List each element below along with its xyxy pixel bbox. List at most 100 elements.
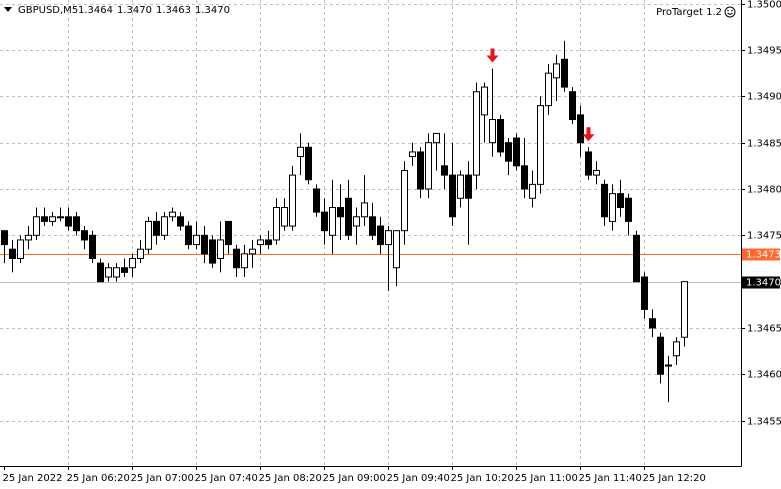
header-value: 1.3470 — [195, 5, 230, 16]
y-tick-label: 1.3495 — [747, 46, 781, 57]
candle-body — [233, 248, 240, 269]
candle-body — [657, 336, 664, 375]
candle-body — [65, 216, 72, 227]
candle-body — [601, 183, 608, 218]
candle-body — [513, 137, 520, 167]
candle-body — [97, 262, 104, 283]
y-tick-label: 1.3465 — [747, 324, 781, 335]
candle-body — [449, 174, 456, 218]
candle-body — [121, 267, 128, 273]
candle-body — [569, 91, 576, 121]
candle-body — [609, 193, 616, 222]
candle-body — [209, 239, 216, 264]
candle-body — [625, 197, 632, 222]
candle-body — [289, 174, 296, 227]
candle-body — [129, 257, 136, 269]
candle-body — [385, 230, 392, 246]
candle-body — [153, 220, 160, 236]
candle-body — [585, 151, 592, 176]
candle-body — [345, 197, 352, 236]
candle-body — [201, 234, 208, 255]
candle-body — [497, 119, 504, 153]
y-tick-label: 1.3480 — [747, 185, 781, 196]
x-tick-label: 25 Jan 11:40 — [579, 473, 642, 484]
x-tick-label: 25 Jan 07:00 — [131, 473, 194, 484]
candle-body — [105, 267, 112, 278]
candle-body — [481, 86, 488, 116]
candle-body — [273, 207, 280, 241]
candle-body — [593, 169, 600, 176]
candle-body — [313, 188, 320, 213]
candle-body — [241, 253, 248, 269]
candle-body — [1, 230, 8, 246]
y-tick-label: 1.3475 — [747, 231, 781, 242]
candle-body — [217, 239, 224, 259]
candle-body — [553, 63, 560, 79]
candle-body — [297, 146, 304, 158]
candle-body — [265, 239, 272, 246]
candle-body — [521, 165, 528, 190]
candle-body — [457, 174, 464, 199]
candle-body — [161, 216, 168, 236]
candle-body — [9, 248, 16, 259]
x-tick-label: 25 Jan 09:40 — [387, 473, 450, 484]
candle-body — [305, 146, 312, 181]
candle-body — [369, 216, 376, 236]
candle-body — [169, 211, 176, 218]
candle-body — [561, 58, 568, 88]
candle-body — [577, 114, 584, 144]
candle-body — [529, 183, 536, 199]
signal-arrow — [582, 127, 595, 142]
candle-body — [113, 267, 120, 278]
candle-body — [17, 239, 24, 259]
candle-body — [25, 234, 32, 241]
candle-body — [337, 207, 344, 218]
collapse-icon[interactable] — [4, 7, 12, 12]
candle-body — [377, 225, 384, 246]
candle-body — [393, 230, 400, 269]
candle-body — [329, 207, 336, 236]
candle-body — [177, 216, 184, 227]
x-tick-label: 25 Jan 06:20 — [67, 473, 130, 484]
candle-body — [441, 165, 448, 176]
plot — [0, 0, 741, 466]
candle-body — [145, 220, 152, 250]
candle-body — [73, 216, 80, 232]
candle-body — [257, 239, 264, 246]
candle-body — [321, 211, 328, 232]
candle-body — [401, 169, 408, 232]
candle-body — [57, 216, 64, 219]
candle-body — [641, 276, 648, 310]
candle-body — [89, 234, 96, 259]
candle-body — [353, 216, 360, 227]
candle-body — [249, 248, 256, 255]
candle-body — [433, 132, 440, 144]
candle-body — [49, 216, 56, 222]
candle-body — [617, 193, 624, 209]
x-tick-label: 25 Jan 12:20 — [643, 473, 706, 484]
y-tick-label: 1.3490 — [747, 92, 781, 103]
symbol: GBPUSD,M5 — [18, 5, 78, 16]
indicator-name: ProTarget 1.2 — [656, 7, 722, 18]
price-level-box — [742, 276, 780, 289]
candle-body — [425, 142, 432, 190]
candle-body — [41, 216, 48, 222]
candle-body — [185, 225, 192, 246]
x-tick-label: 25 Jan 10:20 — [451, 473, 514, 484]
candle-body — [225, 220, 232, 246]
candle-body — [281, 207, 288, 227]
y-tick-label: 1.3460 — [747, 370, 781, 381]
x-tick-label: 25 Jan 07:40 — [195, 473, 258, 484]
candle-body — [409, 151, 416, 158]
x-tick-label: 25 Jan 08:20 — [259, 473, 322, 484]
candle-body — [633, 234, 640, 283]
signal-arrow — [486, 48, 499, 63]
candle-body — [545, 72, 552, 107]
price-level-label: 1.3470 — [746, 278, 781, 289]
x-tick-label: 25 Jan 09:00 — [323, 473, 386, 484]
smiley-icon — [724, 6, 736, 18]
x-tick-label: 25 Jan 2022 — [3, 473, 63, 484]
candle-body — [537, 105, 544, 185]
candle-body — [81, 230, 88, 241]
